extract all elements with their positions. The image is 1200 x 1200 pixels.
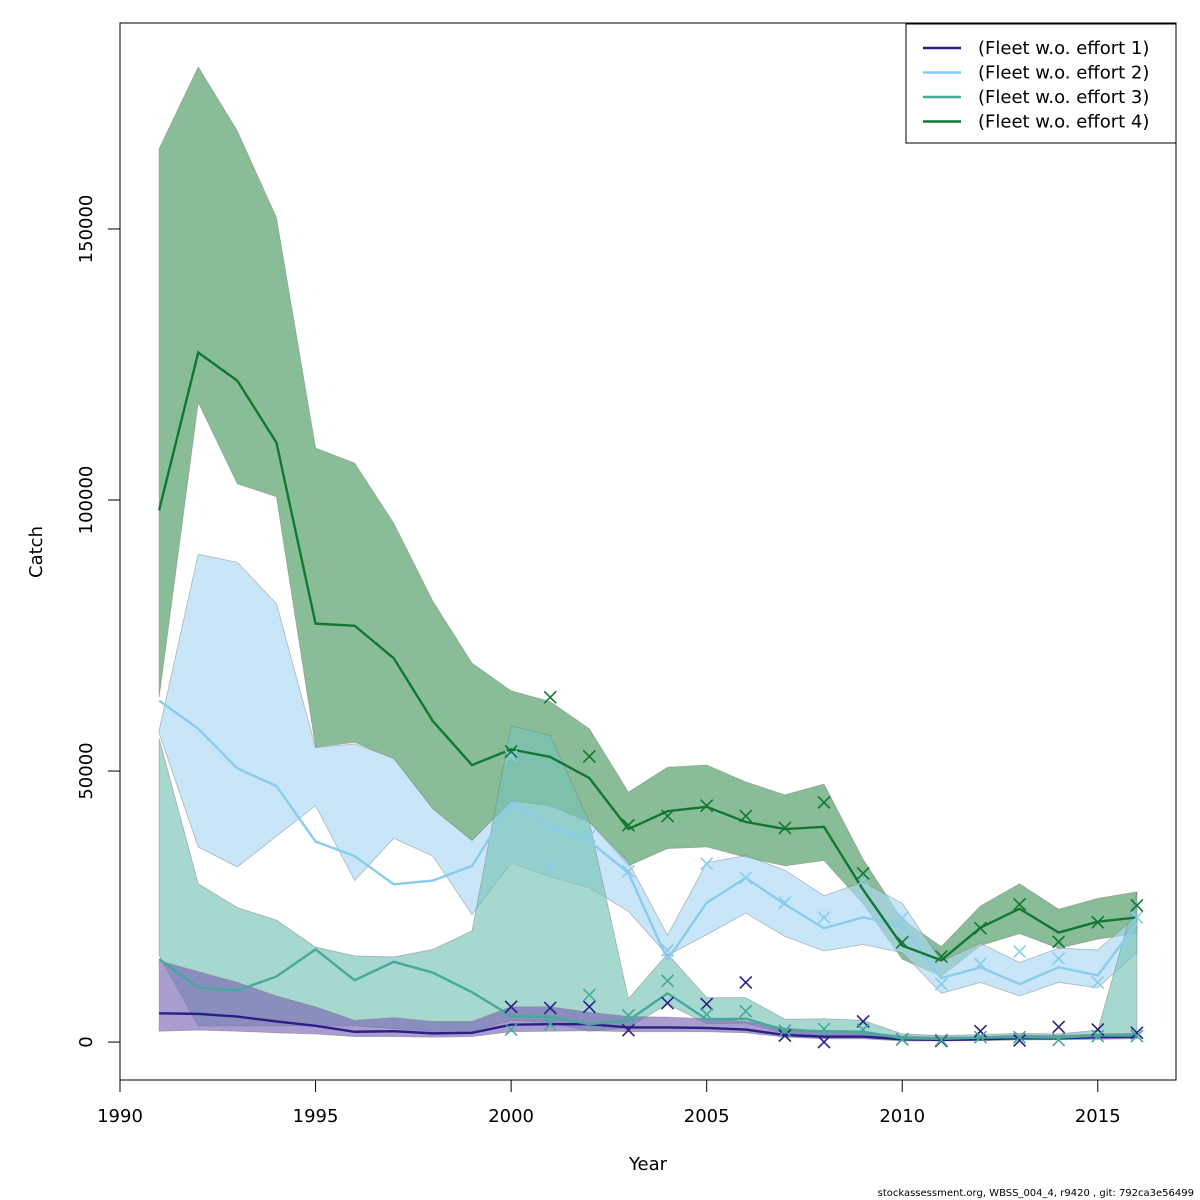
observed-point-fleet-1 bbox=[621, 1023, 636, 1037]
observed-point-fleet-4 bbox=[856, 866, 870, 881]
y-tick-label: 150000 bbox=[76, 195, 97, 264]
observed-point-fleet-2 bbox=[973, 957, 988, 971]
observed-point-fleet-2 bbox=[817, 910, 831, 924]
observed-point-fleet-3 bbox=[582, 988, 596, 1002]
observed-point-fleet-4 bbox=[1012, 897, 1027, 911]
observed-point-fleet-1 bbox=[504, 1000, 518, 1014]
x-tick-label: 2015 bbox=[1075, 1106, 1121, 1127]
observed-point-fleet-3 bbox=[1052, 1033, 1066, 1047]
observed-point-fleet-4 bbox=[504, 744, 518, 759]
observed-point-fleet-3 bbox=[700, 1007, 714, 1021]
observed-markers bbox=[504, 690, 1144, 1049]
band-fleet-1 bbox=[158, 960, 1138, 1042]
observed-point-fleet-3 bbox=[778, 1024, 792, 1038]
line-fleet-2 bbox=[158, 699, 1138, 986]
observed-point-fleet-2 bbox=[895, 911, 909, 925]
observed-point-fleet-1 bbox=[778, 1028, 792, 1043]
x-axis: 1990 1995 2000 2005 2010 2015 bbox=[97, 1079, 1121, 1127]
observed-point-fleet-2 bbox=[739, 871, 753, 885]
line-fleet-1 bbox=[159, 1012, 1137, 1042]
legend-label: (Fleet w.o. effort 4) bbox=[978, 112, 1149, 133]
observed-point-fleet-3 bbox=[817, 1022, 831, 1036]
observed-point-fleet-2 bbox=[1130, 910, 1144, 924]
observed-point-fleet-3 bbox=[973, 1030, 988, 1044]
observed-point-fleet-2 bbox=[1052, 952, 1066, 966]
y-tick-label: 50000 bbox=[76, 742, 97, 799]
observed-point-fleet-2 bbox=[582, 829, 596, 843]
legend-label: (Fleet w.o. effort 3) bbox=[978, 87, 1149, 108]
observed-point-fleet-2 bbox=[621, 864, 636, 878]
y-axis: 0 50000 100000 150000 bbox=[76, 195, 121, 1048]
observed-point-fleet-3 bbox=[543, 1017, 557, 1031]
observed-point-fleet-4 bbox=[660, 809, 675, 823]
observed-point-fleet-2 bbox=[504, 749, 518, 763]
confidence-bands bbox=[158, 66, 1138, 1042]
observed-point-fleet-3 bbox=[895, 1032, 909, 1046]
line-fleet-4 bbox=[157, 350, 1138, 962]
observed-point-fleet-3 bbox=[504, 1023, 518, 1037]
observed-point-fleet-3 bbox=[856, 1023, 870, 1037]
observed-point-fleet-2 bbox=[543, 859, 557, 873]
observed-point-fleet-3 bbox=[1130, 1029, 1144, 1043]
observed-point-fleet-1 bbox=[1052, 1020, 1066, 1034]
y-tick-label: 0 bbox=[76, 1036, 97, 1047]
observed-point-fleet-4 bbox=[895, 935, 909, 949]
observed-point-fleet-4 bbox=[973, 921, 988, 935]
observed-point-fleet-4 bbox=[700, 799, 714, 813]
observed-point-fleet-3 bbox=[1012, 1030, 1027, 1044]
observed-point-fleet-1 bbox=[973, 1024, 988, 1038]
x-tick-label: 2000 bbox=[488, 1106, 534, 1127]
observed-point-fleet-1 bbox=[817, 1035, 831, 1049]
observed-point-fleet-2 bbox=[1091, 975, 1105, 989]
observed-point-fleet-1 bbox=[1091, 1023, 1105, 1037]
observed-point-fleet-4 bbox=[778, 821, 792, 835]
observed-point-fleet-3 bbox=[934, 1033, 948, 1047]
observed-point-fleet-1 bbox=[700, 997, 714, 1011]
observed-point-fleet-2 bbox=[856, 873, 870, 887]
observed-point-fleet-4 bbox=[739, 809, 753, 823]
observed-point-fleet-2 bbox=[660, 943, 675, 958]
observed-point-fleet-4 bbox=[1052, 935, 1066, 949]
observed-point-fleet-3 bbox=[621, 1008, 636, 1023]
series-lines bbox=[157, 350, 1138, 1042]
observed-point-fleet-4 bbox=[934, 949, 948, 963]
observed-point-fleet-2 bbox=[778, 896, 792, 910]
observed-point-fleet-4 bbox=[817, 795, 831, 810]
y-axis-title: Catch bbox=[26, 526, 47, 578]
legend-item-fleet-3: (Fleet w.o. effort 3) bbox=[923, 87, 1149, 108]
observed-point-fleet-2 bbox=[1012, 944, 1027, 959]
observed-point-fleet-2 bbox=[700, 857, 714, 871]
legend-label: (Fleet w.o. effort 1) bbox=[978, 38, 1149, 59]
legend-item-fleet-2: (Fleet w.o. effort 2) bbox=[923, 63, 1149, 84]
observed-point-fleet-1 bbox=[543, 1001, 557, 1015]
observed-point-fleet-4 bbox=[543, 690, 557, 704]
observed-point-fleet-3 bbox=[1091, 1029, 1105, 1043]
line-fleet-3 bbox=[158, 947, 1137, 1041]
observed-point-fleet-4 bbox=[1130, 898, 1144, 913]
legend-item-fleet-4: (Fleet w.o. effort 4) bbox=[923, 112, 1149, 133]
footer-credit: stockassessment.org, WBSS_004_4, r9420 ,… bbox=[878, 1188, 1194, 1199]
observed-point-fleet-3 bbox=[660, 974, 675, 988]
observed-point-fleet-1 bbox=[1130, 1026, 1144, 1040]
observed-point-fleet-4 bbox=[582, 749, 596, 763]
x-axis-title: Year bbox=[628, 1154, 668, 1175]
observed-point-fleet-2 bbox=[934, 977, 948, 991]
observed-point-fleet-1 bbox=[660, 996, 675, 1010]
observed-point-fleet-4 bbox=[621, 818, 636, 832]
x-tick-label: 1995 bbox=[293, 1106, 339, 1127]
observed-point-fleet-1 bbox=[582, 1000, 596, 1014]
y-tick-label: 100000 bbox=[76, 466, 97, 535]
legend: (Fleet w.o. effort 1) (Fleet w.o. effort … bbox=[905, 23, 1177, 144]
observed-point-fleet-3 bbox=[739, 1004, 753, 1018]
legend-label: (Fleet w.o. effort 2) bbox=[978, 63, 1149, 84]
observed-point-fleet-1 bbox=[1012, 1033, 1027, 1047]
x-tick-label: 2005 bbox=[684, 1106, 730, 1127]
observed-point-fleet-4 bbox=[1091, 915, 1105, 929]
observed-point-fleet-1 bbox=[739, 975, 753, 989]
legend-box bbox=[905, 23, 1177, 144]
x-tick-label: 2010 bbox=[879, 1106, 925, 1127]
x-tick-label: 1990 bbox=[97, 1106, 143, 1127]
legend-item-fleet-1: (Fleet w.o. effort 1) bbox=[923, 38, 1149, 59]
